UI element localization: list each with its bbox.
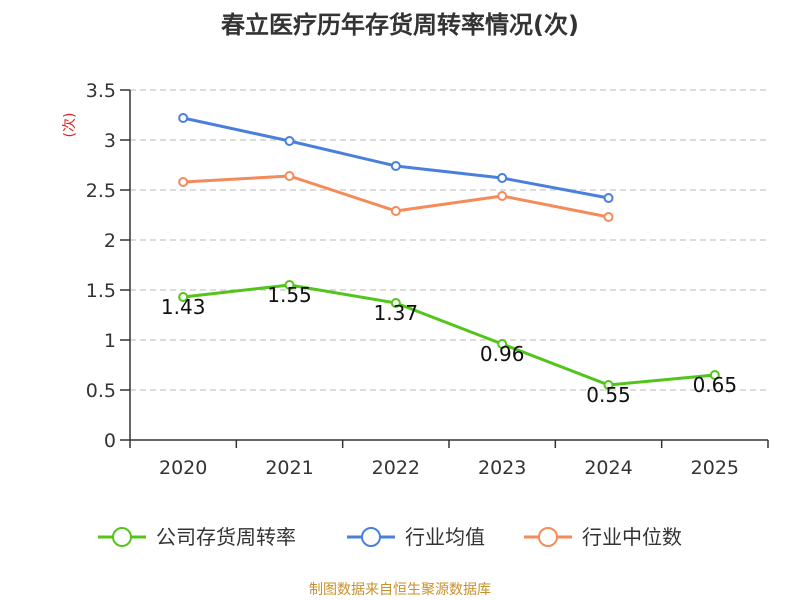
series [178,113,720,390]
y-tick-label: 1.5 [86,280,116,302]
data-point [178,292,189,302]
legend-swatch-marker [112,527,132,547]
x-tick-label: 2024 [584,457,632,479]
data-point [284,280,295,290]
axes: 0 0.5 1 1.5 2 2.5 3 3.5 2020 2021 2022 2023 2024 2025 [86,80,769,479]
legend: 公司存货周转率 行业均值 行业中位数 [98,525,682,549]
y-tick-label: 0.5 [86,380,116,402]
y-tick-label: 0 [104,430,116,452]
data-point [178,113,189,123]
source-note: 制图数据来自恒生聚源数据库 [309,582,491,598]
y-axis-label: (次) [62,113,78,138]
chart-title: 春立医疗历年存货周转率情况(次) [221,11,579,39]
data-label: 1.37 [374,301,419,325]
x-tick-label: 2025 [691,457,739,479]
y-tick-label: 2.5 [86,180,116,202]
data-point [497,191,508,201]
data-point [178,177,189,187]
data-point [497,173,508,183]
data-point [390,206,401,216]
series-line [182,116,609,200]
data-point [497,339,508,349]
x-tick-label: 2021 [265,457,313,479]
data-label: 0.96 [480,342,525,366]
series-line [182,283,715,387]
data-point [709,370,720,380]
data-point [390,298,401,308]
legend-swatch-marker [538,527,558,547]
y-tick-label: 2 [104,230,116,252]
y-tick-label: 3 [104,130,116,152]
legend-label: 行业均值 [405,525,485,549]
data-point [603,193,614,203]
data-labels: 1.43 1.55 1.37 0.96 0.55 0.65 [161,283,737,407]
data-label: 0.55 [586,383,631,407]
data-point [603,380,614,390]
legend-label: 行业中位数 [582,525,682,549]
data-label: 1.43 [161,295,206,319]
y-tick-label: 3.5 [86,80,116,102]
gridlines [130,89,768,391]
data-point [390,161,401,171]
y-tick-label: 1 [104,330,116,352]
x-tick-label: 2020 [159,457,207,479]
data-label: 0.65 [693,373,738,397]
x-tick-label: 2022 [372,457,420,479]
legend-swatch-marker [361,527,381,547]
legend-label: 公司存货周转率 [156,525,296,549]
x-tick-label: 2023 [478,457,526,479]
data-point [603,212,614,222]
data-point [284,171,295,181]
data-label: 1.55 [267,283,312,307]
data-point [284,136,295,146]
